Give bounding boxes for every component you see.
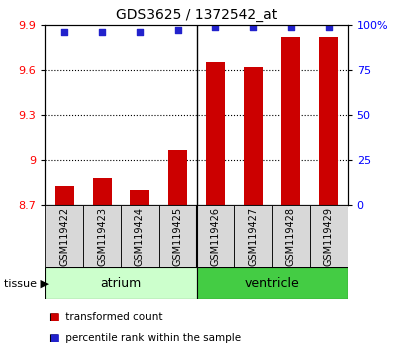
Bar — [45, 267, 197, 299]
Bar — [55, 186, 74, 205]
Point — [137, 29, 143, 35]
Text: ■: ■ — [49, 333, 59, 343]
Point — [212, 24, 218, 29]
Bar — [319, 37, 338, 205]
Text: GSM119428: GSM119428 — [286, 207, 296, 266]
Bar — [197, 205, 234, 267]
Point — [99, 29, 105, 35]
Text: atrium: atrium — [100, 277, 141, 290]
Bar — [83, 205, 121, 267]
Text: GSM119427: GSM119427 — [248, 207, 258, 266]
Bar — [234, 205, 272, 267]
Title: GDS3625 / 1372542_at: GDS3625 / 1372542_at — [116, 8, 277, 22]
Bar — [121, 205, 159, 267]
Text: ■  transformed count: ■ transformed count — [49, 312, 163, 322]
Bar — [130, 190, 149, 205]
Bar — [272, 205, 310, 267]
Bar — [93, 178, 111, 205]
Bar — [159, 205, 197, 267]
Bar — [206, 62, 225, 205]
Text: GSM119429: GSM119429 — [324, 207, 334, 266]
Point — [175, 27, 181, 33]
Bar — [197, 267, 348, 299]
Text: ■: ■ — [49, 312, 59, 322]
Text: GSM119424: GSM119424 — [135, 207, 145, 266]
Bar — [282, 37, 300, 205]
Point — [325, 24, 332, 29]
Point — [288, 24, 294, 29]
Text: ventricle: ventricle — [245, 277, 299, 290]
Text: tissue ▶: tissue ▶ — [4, 278, 49, 288]
Text: ■  percentile rank within the sample: ■ percentile rank within the sample — [49, 333, 241, 343]
Bar — [310, 205, 348, 267]
Text: GSM119423: GSM119423 — [97, 207, 107, 266]
Point — [61, 29, 68, 35]
Bar — [168, 150, 187, 205]
Text: GSM119426: GSM119426 — [211, 207, 220, 266]
Bar — [45, 205, 83, 267]
Point — [250, 24, 256, 29]
Text: GSM119425: GSM119425 — [173, 207, 182, 266]
Bar — [244, 67, 263, 205]
Text: GSM119422: GSM119422 — [59, 207, 69, 266]
